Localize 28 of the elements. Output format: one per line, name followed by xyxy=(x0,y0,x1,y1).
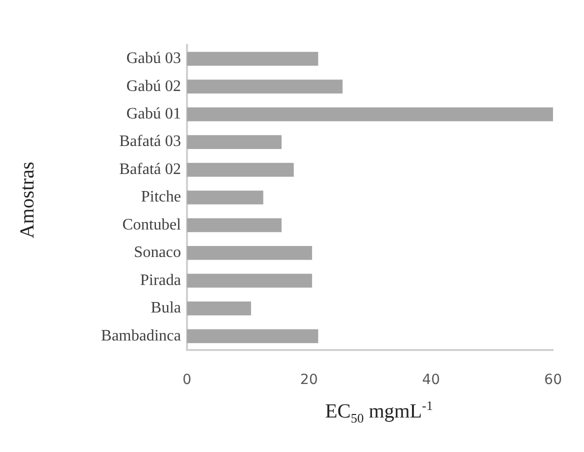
bar xyxy=(187,190,264,204)
bar xyxy=(187,80,343,94)
bar xyxy=(187,329,318,344)
x-tick-label: 40 xyxy=(422,372,440,388)
bar xyxy=(187,107,554,122)
bar xyxy=(187,246,312,260)
bar xyxy=(187,135,282,149)
y-tick-label: Sonaco xyxy=(134,244,181,262)
bar xyxy=(187,162,294,177)
bar xyxy=(187,52,318,66)
y-axis-title: Amostras xyxy=(16,162,40,238)
y-tick-label: Bula xyxy=(150,300,181,317)
y-tick-label: Bambadinca xyxy=(101,327,181,344)
bar xyxy=(187,301,252,316)
y-tick-label: Pirada xyxy=(140,272,181,289)
y-tick-label: Gabú 02 xyxy=(126,78,181,95)
y-tick-label: Bafatá 03 xyxy=(119,133,181,150)
x-tick-label: 20 xyxy=(300,372,318,388)
bar xyxy=(187,274,312,288)
y-tick-label: Gabú 01 xyxy=(126,106,181,123)
x-axis-title: EC$_{50}$ mgmL$^{-1}$ xyxy=(324,398,434,427)
x-tick-label: 60 xyxy=(544,372,562,388)
x-tick-label: 0 xyxy=(182,372,192,388)
y-tick-label: Bafatá 02 xyxy=(119,160,181,178)
y-tick-label: Contubel xyxy=(122,216,182,234)
y-tick-label: Pitche xyxy=(141,188,181,206)
y-tick-label: Gabú 03 xyxy=(126,50,181,68)
bar xyxy=(187,218,282,232)
